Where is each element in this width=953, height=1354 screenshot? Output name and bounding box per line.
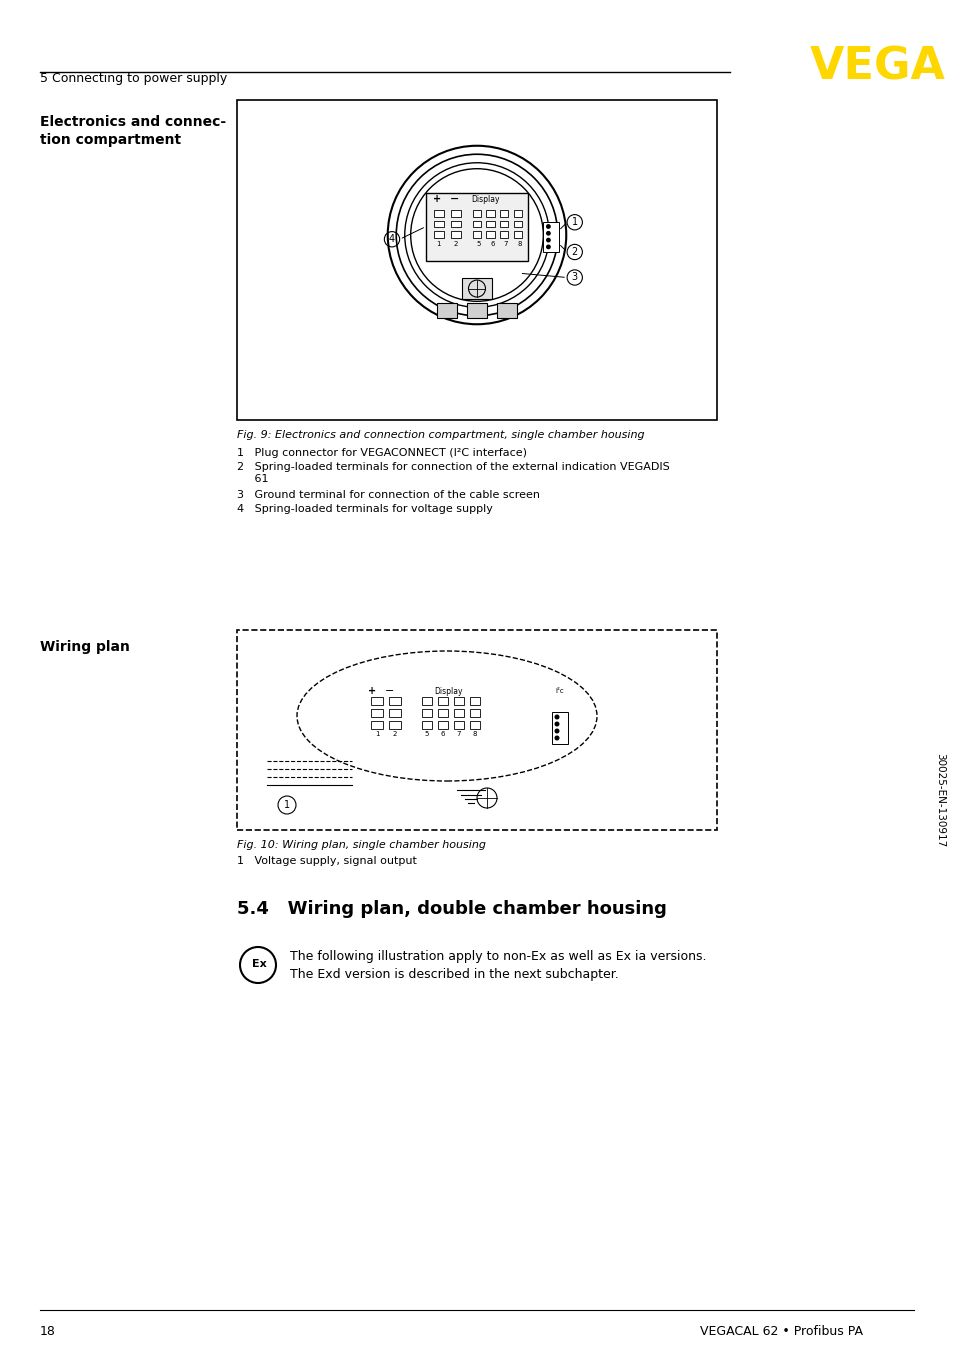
- Bar: [454, 697, 463, 705]
- Text: 1: 1: [284, 800, 290, 810]
- Bar: [371, 720, 382, 728]
- Text: 1   Voltage supply, signal output: 1 Voltage supply, signal output: [236, 856, 416, 867]
- Bar: [434, 221, 443, 227]
- Text: 8: 8: [473, 731, 476, 737]
- Text: +: +: [368, 686, 375, 696]
- Bar: [437, 697, 448, 705]
- Bar: [236, 630, 717, 830]
- Bar: [499, 210, 508, 217]
- Text: 6: 6: [490, 241, 494, 246]
- Bar: [236, 100, 717, 420]
- Text: 5: 5: [424, 731, 429, 737]
- Bar: [473, 221, 480, 227]
- Bar: [450, 230, 460, 237]
- Text: VEGA: VEGA: [809, 45, 945, 88]
- Bar: [470, 720, 479, 728]
- Bar: [473, 210, 480, 217]
- Text: 3   Ground terminal for connection of the cable screen: 3 Ground terminal for connection of the …: [236, 490, 539, 500]
- Circle shape: [546, 232, 550, 236]
- Bar: [470, 709, 479, 718]
- Text: −: −: [449, 195, 458, 204]
- Bar: [436, 303, 457, 318]
- Bar: [486, 210, 495, 217]
- Bar: [437, 720, 448, 728]
- Text: 8: 8: [517, 241, 521, 246]
- Bar: [473, 230, 480, 237]
- Text: 18: 18: [40, 1326, 56, 1338]
- Circle shape: [555, 730, 558, 733]
- Text: 4   Spring-loaded terminals for voltage supply: 4 Spring-loaded terminals for voltage su…: [236, 504, 493, 515]
- Text: 7: 7: [503, 241, 508, 246]
- Text: 2: 2: [453, 241, 457, 246]
- Text: 30025-EN-130917: 30025-EN-130917: [934, 753, 944, 848]
- Bar: [426, 192, 527, 260]
- Text: 2: 2: [393, 731, 396, 737]
- Bar: [499, 221, 508, 227]
- Text: 5 Connecting to power supply: 5 Connecting to power supply: [40, 72, 227, 85]
- Text: VEGACAL 62 • Profibus PA: VEGACAL 62 • Profibus PA: [700, 1326, 862, 1338]
- Text: 2: 2: [571, 246, 578, 257]
- Circle shape: [555, 715, 558, 719]
- Text: +: +: [433, 195, 440, 204]
- Circle shape: [546, 225, 550, 229]
- Bar: [437, 709, 448, 718]
- Text: 7: 7: [456, 731, 460, 737]
- Bar: [434, 210, 443, 217]
- Bar: [421, 709, 432, 718]
- Text: Wiring plan: Wiring plan: [40, 640, 130, 654]
- Text: The following illustration apply to non-Ex as well as Ex ia versions.
The Exd ve: The following illustration apply to non-…: [290, 951, 706, 982]
- Bar: [434, 230, 443, 237]
- Text: Display: Display: [471, 195, 499, 204]
- Text: Fig. 10: Wiring plan, single chamber housing: Fig. 10: Wiring plan, single chamber hou…: [236, 839, 485, 850]
- Bar: [371, 709, 382, 718]
- Bar: [450, 210, 460, 217]
- Text: 1: 1: [571, 217, 578, 227]
- Bar: [389, 709, 400, 718]
- Text: Fig. 9: Electronics and connection compartment, single chamber housing: Fig. 9: Electronics and connection compa…: [236, 431, 644, 440]
- Bar: [466, 303, 487, 318]
- Text: 1: 1: [375, 731, 379, 737]
- Bar: [421, 697, 432, 705]
- Bar: [513, 221, 521, 227]
- Text: Ex: Ex: [252, 959, 267, 969]
- Bar: [486, 230, 495, 237]
- Bar: [371, 697, 382, 705]
- Circle shape: [555, 722, 558, 726]
- Bar: [461, 278, 492, 299]
- Bar: [513, 210, 521, 217]
- Bar: [454, 720, 463, 728]
- Bar: [542, 222, 558, 252]
- Bar: [454, 709, 463, 718]
- Bar: [486, 221, 495, 227]
- Bar: [389, 720, 400, 728]
- Circle shape: [546, 245, 550, 249]
- Bar: [496, 303, 517, 318]
- Bar: [552, 712, 567, 743]
- Text: 1   Plug connector for VEGACONNECT (I²C interface): 1 Plug connector for VEGACONNECT (I²C in…: [236, 448, 526, 458]
- Bar: [513, 230, 521, 237]
- Text: 4: 4: [389, 234, 395, 244]
- Text: −: −: [385, 686, 395, 696]
- Text: 2   Spring-loaded terminals for connection of the external indication VEGADIS
  : 2 Spring-loaded terminals for connection…: [236, 462, 669, 483]
- Bar: [499, 230, 508, 237]
- Bar: [389, 697, 400, 705]
- Circle shape: [555, 737, 558, 739]
- Text: 6: 6: [440, 731, 445, 737]
- Bar: [450, 221, 460, 227]
- Text: Electronics and connec-
tion compartment: Electronics and connec- tion compartment: [40, 115, 226, 148]
- Bar: [470, 697, 479, 705]
- Bar: [421, 720, 432, 728]
- Text: 5: 5: [476, 241, 480, 246]
- Text: Display: Display: [435, 686, 463, 696]
- Circle shape: [546, 238, 550, 242]
- Text: 5.4   Wiring plan, double chamber housing: 5.4 Wiring plan, double chamber housing: [236, 900, 666, 918]
- Text: 3: 3: [571, 272, 578, 283]
- Text: 1: 1: [436, 241, 440, 246]
- Text: I²c: I²c: [555, 688, 564, 695]
